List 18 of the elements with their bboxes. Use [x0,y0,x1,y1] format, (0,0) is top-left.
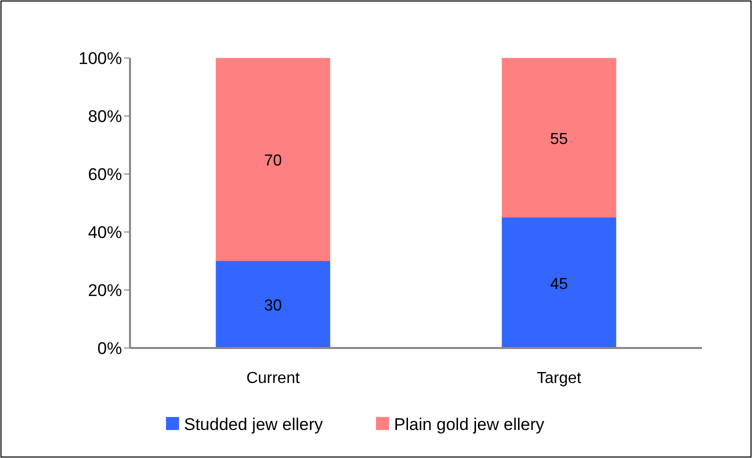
bar [502,218,616,348]
data-label: 70 [264,152,282,170]
y-tick-label: 20% [88,281,122,300]
data-label: 55 [550,130,568,148]
bar [502,58,616,218]
data-label: 30 [264,298,282,314]
x-tick-label: Target [536,370,582,387]
y-tick-label: 0% [97,339,122,358]
legend-label: Plain gold jew ellery [394,415,545,434]
y-tick-label: 40% [88,223,122,242]
data-label: 45 [550,276,568,293]
y-tick-label: 60% [88,165,122,184]
legend-label: Studded jew ellery [184,415,324,434]
bar [216,261,330,348]
bar [216,58,330,261]
y-tick-label: 80% [88,107,122,126]
y-tick-label: 100% [78,49,122,68]
x-tick-label: Current [246,370,300,387]
